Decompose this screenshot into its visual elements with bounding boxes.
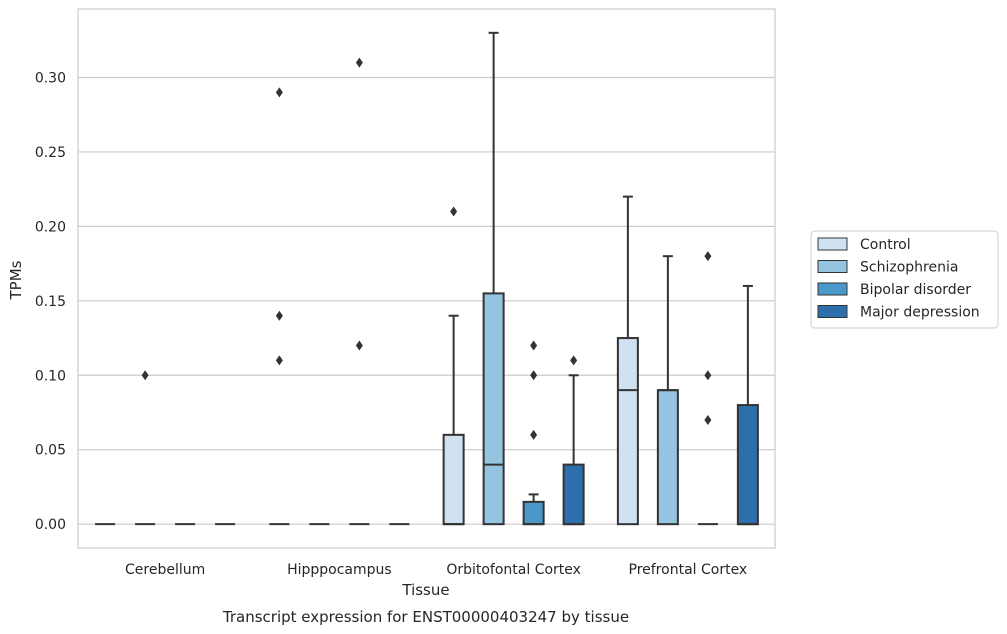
box-2-2 (522, 340, 545, 526)
legend-label: Bipolar disorder (860, 282, 971, 298)
x-tick-label: Cerebellum (125, 562, 205, 578)
outlier-point (530, 429, 538, 440)
y-axis-label: TPMs (7, 260, 25, 300)
box-rect (442, 433, 465, 526)
box-rect (482, 292, 505, 526)
box-2-1 (349, 57, 370, 526)
grid-lines (78, 76, 775, 525)
outlier-point (275, 310, 283, 321)
outlier-point (141, 370, 149, 381)
outlier-point (530, 370, 538, 381)
box-rect (522, 500, 545, 526)
outlier-point (355, 340, 363, 351)
y-tick-label: 0.20 (35, 219, 66, 235)
box-0-1 (269, 87, 290, 526)
box-1-0 (135, 370, 156, 526)
y-axis-ticks: 0.00 0.05 0.10 0.15 0.20 0.25 0.30 (35, 70, 66, 533)
box-1-2 (482, 31, 505, 526)
x-axis-label: Tissue (401, 581, 449, 599)
box-rect (562, 463, 585, 526)
legend-swatch (817, 260, 848, 273)
legend-swatch (817, 237, 848, 251)
legend-swatch (817, 282, 848, 296)
legend-label: Major depression (860, 305, 980, 321)
box-0-2 (442, 206, 465, 526)
legend-label: Schizophrenia (860, 260, 958, 276)
outlier-point (530, 340, 538, 351)
y-tick-label: 0.05 (35, 443, 66, 459)
y-tick-label: 0.00 (35, 517, 66, 533)
box-plot-marks (95, 31, 759, 526)
box-3-2 (562, 355, 585, 526)
box-rect (656, 389, 679, 526)
y-tick-label: 0.10 (35, 368, 66, 384)
outlier-point (355, 57, 363, 68)
box-2-3 (697, 251, 718, 526)
box-rect (616, 337, 639, 526)
y-tick-label: 0.30 (35, 70, 66, 86)
x-axis-ticks: Cerebellum Hipppocampus Orbitofontal Corte… (125, 562, 747, 578)
outlier-point (570, 355, 578, 366)
box-0-3 (616, 195, 639, 526)
x-tick-label: Hipppocampus (287, 562, 392, 578)
legend-label: Control (860, 237, 911, 253)
outlier-point (704, 251, 712, 262)
outlier-point (450, 206, 458, 217)
box-1-3 (656, 255, 679, 526)
outlier-point (275, 355, 283, 366)
outlier-point (275, 87, 283, 98)
y-tick-label: 0.25 (35, 145, 66, 161)
outlier-point (704, 414, 712, 425)
legend-swatch (817, 305, 848, 318)
x-tick-label: Prefrontal Cortex (629, 562, 748, 578)
legend: Control Schizophrenia Bipolar disorder Majo… (810, 230, 999, 329)
y-tick-label: 0.15 (35, 294, 66, 310)
figure-caption: Transcript expression for ENST0000040324… (222, 608, 629, 626)
box-3-3 (736, 284, 759, 526)
box-rect (736, 404, 759, 526)
x-tick-label: Orbitofontal Cortex (446, 562, 581, 578)
plot-frame (77, 8, 776, 549)
legend-frame (810, 230, 999, 329)
outlier-point (704, 370, 712, 381)
